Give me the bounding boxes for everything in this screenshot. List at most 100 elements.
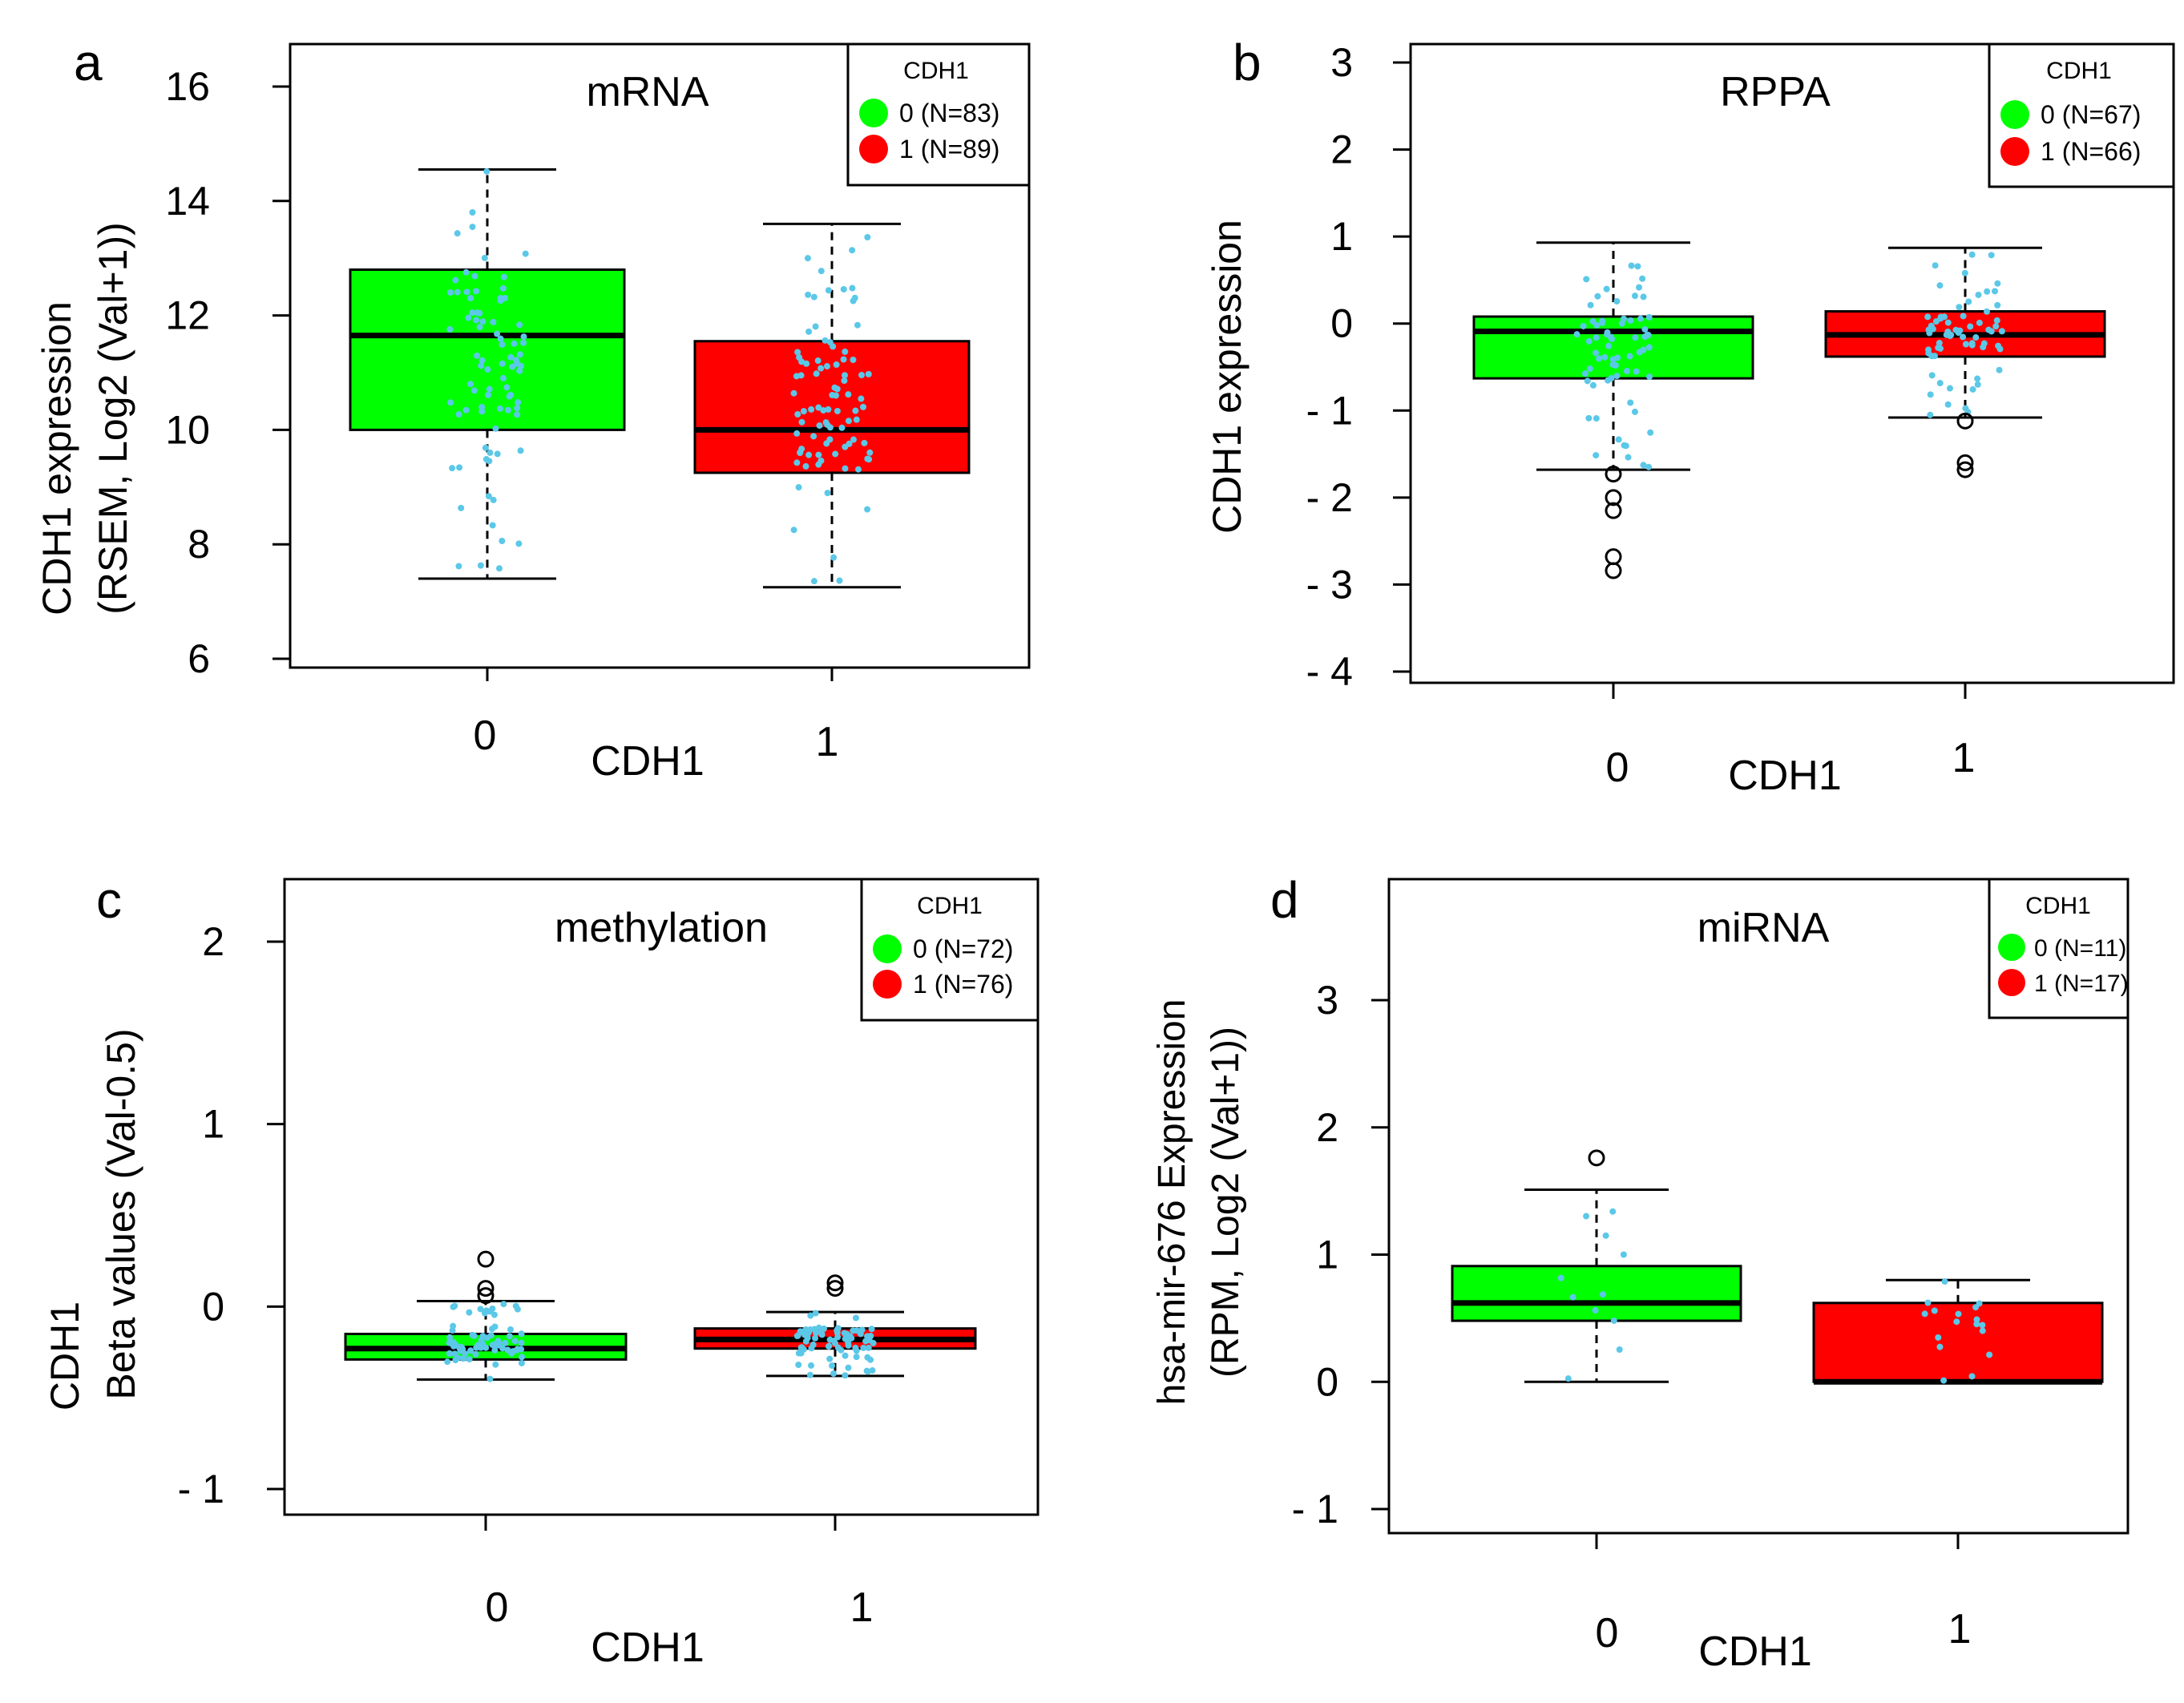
jitter-point-d-0	[1557, 1274, 1564, 1281]
jitter-point-b-0	[1596, 355, 1603, 362]
panel-title-c: methylation	[555, 905, 768, 951]
jitter-point-b-1	[1960, 313, 1967, 320]
jitter-point-d-0	[1569, 1293, 1576, 1301]
jitter-point-a-0	[473, 317, 480, 324]
y-ticks-c: - 1 0 1 2	[178, 919, 285, 1511]
jitter-point-c-1	[795, 1362, 802, 1369]
jitter-point-b-0	[1631, 293, 1638, 300]
jitter-point-a-0	[484, 366, 491, 373]
jitter-point-b-1	[1968, 251, 1976, 258]
jitter-point-b-0	[1585, 414, 1593, 422]
jitter-point-a-1	[829, 392, 836, 399]
jitter-point-b-0	[1594, 293, 1601, 300]
jitter-point-b-0	[1601, 353, 1609, 361]
jitter-point-c-0	[460, 1355, 467, 1362]
jitter-point-c-1	[829, 1362, 836, 1370]
y-tick-label-b: - 1	[1306, 388, 1353, 433]
jitter-point-a-1	[864, 455, 871, 462]
jitter-point-b-0	[1580, 322, 1587, 329]
jitter-point-a-1	[800, 408, 807, 415]
jitter-point-b-0	[1627, 317, 1634, 324]
outlier-b-0	[1605, 548, 1622, 566]
jitter-point-c-1	[812, 1310, 819, 1317]
y-tick-label-c: 2	[202, 919, 224, 964]
y-tick-label-a: 6	[188, 636, 210, 681]
jitter-point-d-1	[1986, 1351, 1993, 1358]
jitter-point-a-1	[864, 506, 871, 513]
jitter-point-b-1	[1940, 313, 1948, 321]
jitter-point-d-0	[1602, 1232, 1609, 1239]
jitter-point-c-0	[472, 1350, 479, 1358]
jitter-point-a-1	[798, 446, 805, 453]
jitter-point-a-1	[825, 287, 832, 294]
jitter-point-b-0	[1633, 368, 1640, 375]
jitter-point-a-1	[815, 404, 822, 411]
jitter-point-a-0	[500, 374, 507, 381]
y-tick-label-b: 3	[1330, 40, 1353, 85]
y-tick-label-a: 8	[188, 522, 210, 567]
jitter-point-c-1	[842, 1372, 849, 1379]
x-tick-label-a: 1	[816, 719, 839, 765]
jitter-point-b-0	[1626, 353, 1633, 360]
panel-letter-d: d	[1270, 871, 1299, 929]
jitter-point-a-0	[483, 167, 490, 175]
legend-a: CDH1 0 (N=83) 1 (N=89)	[846, 42, 1031, 187]
jitter-point-d-1	[1921, 1310, 1928, 1318]
jitter-point-a-1	[852, 407, 859, 414]
jitter-point-a-1	[790, 527, 797, 534]
jitter-point-b-0	[1644, 331, 1651, 338]
jitter-point-b-0	[1593, 452, 1600, 459]
jitter-point-c-0	[491, 1323, 499, 1330]
jitter-point-a-0	[478, 362, 485, 369]
boxes-a	[349, 167, 971, 589]
y-tick-label-d: 0	[1316, 1359, 1338, 1404]
outlier-b-1	[1956, 461, 1974, 478]
jitter-point-b-0	[1621, 442, 1628, 449]
jitter-point-c-0	[519, 1354, 526, 1361]
legend-swatch-a-0	[859, 99, 888, 127]
jitter-point-c-1	[865, 1344, 872, 1351]
jitter-point-a-0	[478, 357, 486, 364]
jitter-point-c-1	[825, 1343, 832, 1350]
jitter-point-a-0	[490, 318, 497, 325]
jitter-point-d-0	[1609, 1208, 1617, 1215]
jitter-point-a-1	[817, 457, 825, 464]
jitter-point-a-0	[473, 288, 480, 295]
jitter-point-a-0	[481, 254, 488, 261]
jitter-point-a-0	[465, 314, 472, 321]
jitter-point-c-0	[511, 1338, 519, 1345]
jitter-point-c-1	[845, 1342, 852, 1349]
y-axis-label-d-line2: (RPM, Log2 (Val+1))	[1205, 1027, 1247, 1378]
boxes-b	[1472, 241, 2106, 579]
jitter-point-b-1	[1925, 346, 1932, 353]
jitter-point-a-0	[516, 351, 523, 358]
jitter-point-a-0	[514, 411, 521, 418]
jitter-point-d-0	[1610, 1317, 1617, 1324]
jitter-point-c-1	[800, 1346, 807, 1353]
jitter-point-d-1	[1973, 1316, 1980, 1323]
jitter-point-a-0	[447, 399, 454, 406]
y-tick-label-a: 12	[165, 293, 210, 338]
legend-title-b: CDH1	[2046, 58, 2112, 84]
jitter-point-a-1	[838, 424, 846, 431]
y-tick-label-c: 1	[202, 1102, 224, 1147]
jitter-point-b-1	[1984, 288, 1991, 295]
panel-letter-b: b	[1233, 34, 1262, 91]
jitter-point-a-1	[817, 268, 825, 275]
jitter-point-a-0	[469, 224, 476, 231]
jitter-point-b-0	[1581, 370, 1589, 377]
jitter-point-b-0	[1586, 365, 1593, 372]
jitter-point-a-1	[846, 440, 853, 447]
jitter-point-c-0	[486, 1308, 494, 1315]
jitter-point-b-0	[1636, 284, 1643, 291]
jitter-point-a-1	[803, 360, 810, 367]
jitter-point-b-1	[1924, 313, 1932, 321]
legend-swatch-d-0	[1998, 934, 2025, 961]
jitter-point-b-0	[1640, 346, 1647, 353]
jitter-point-c-1	[864, 1354, 871, 1361]
outlier-d-0	[1588, 1149, 1605, 1167]
jitter-point-a-0	[514, 360, 521, 367]
panel-letter-c: c	[96, 871, 122, 929]
legend-swatch-c-1	[873, 970, 902, 999]
jitter-point-b-0	[1647, 429, 1654, 436]
